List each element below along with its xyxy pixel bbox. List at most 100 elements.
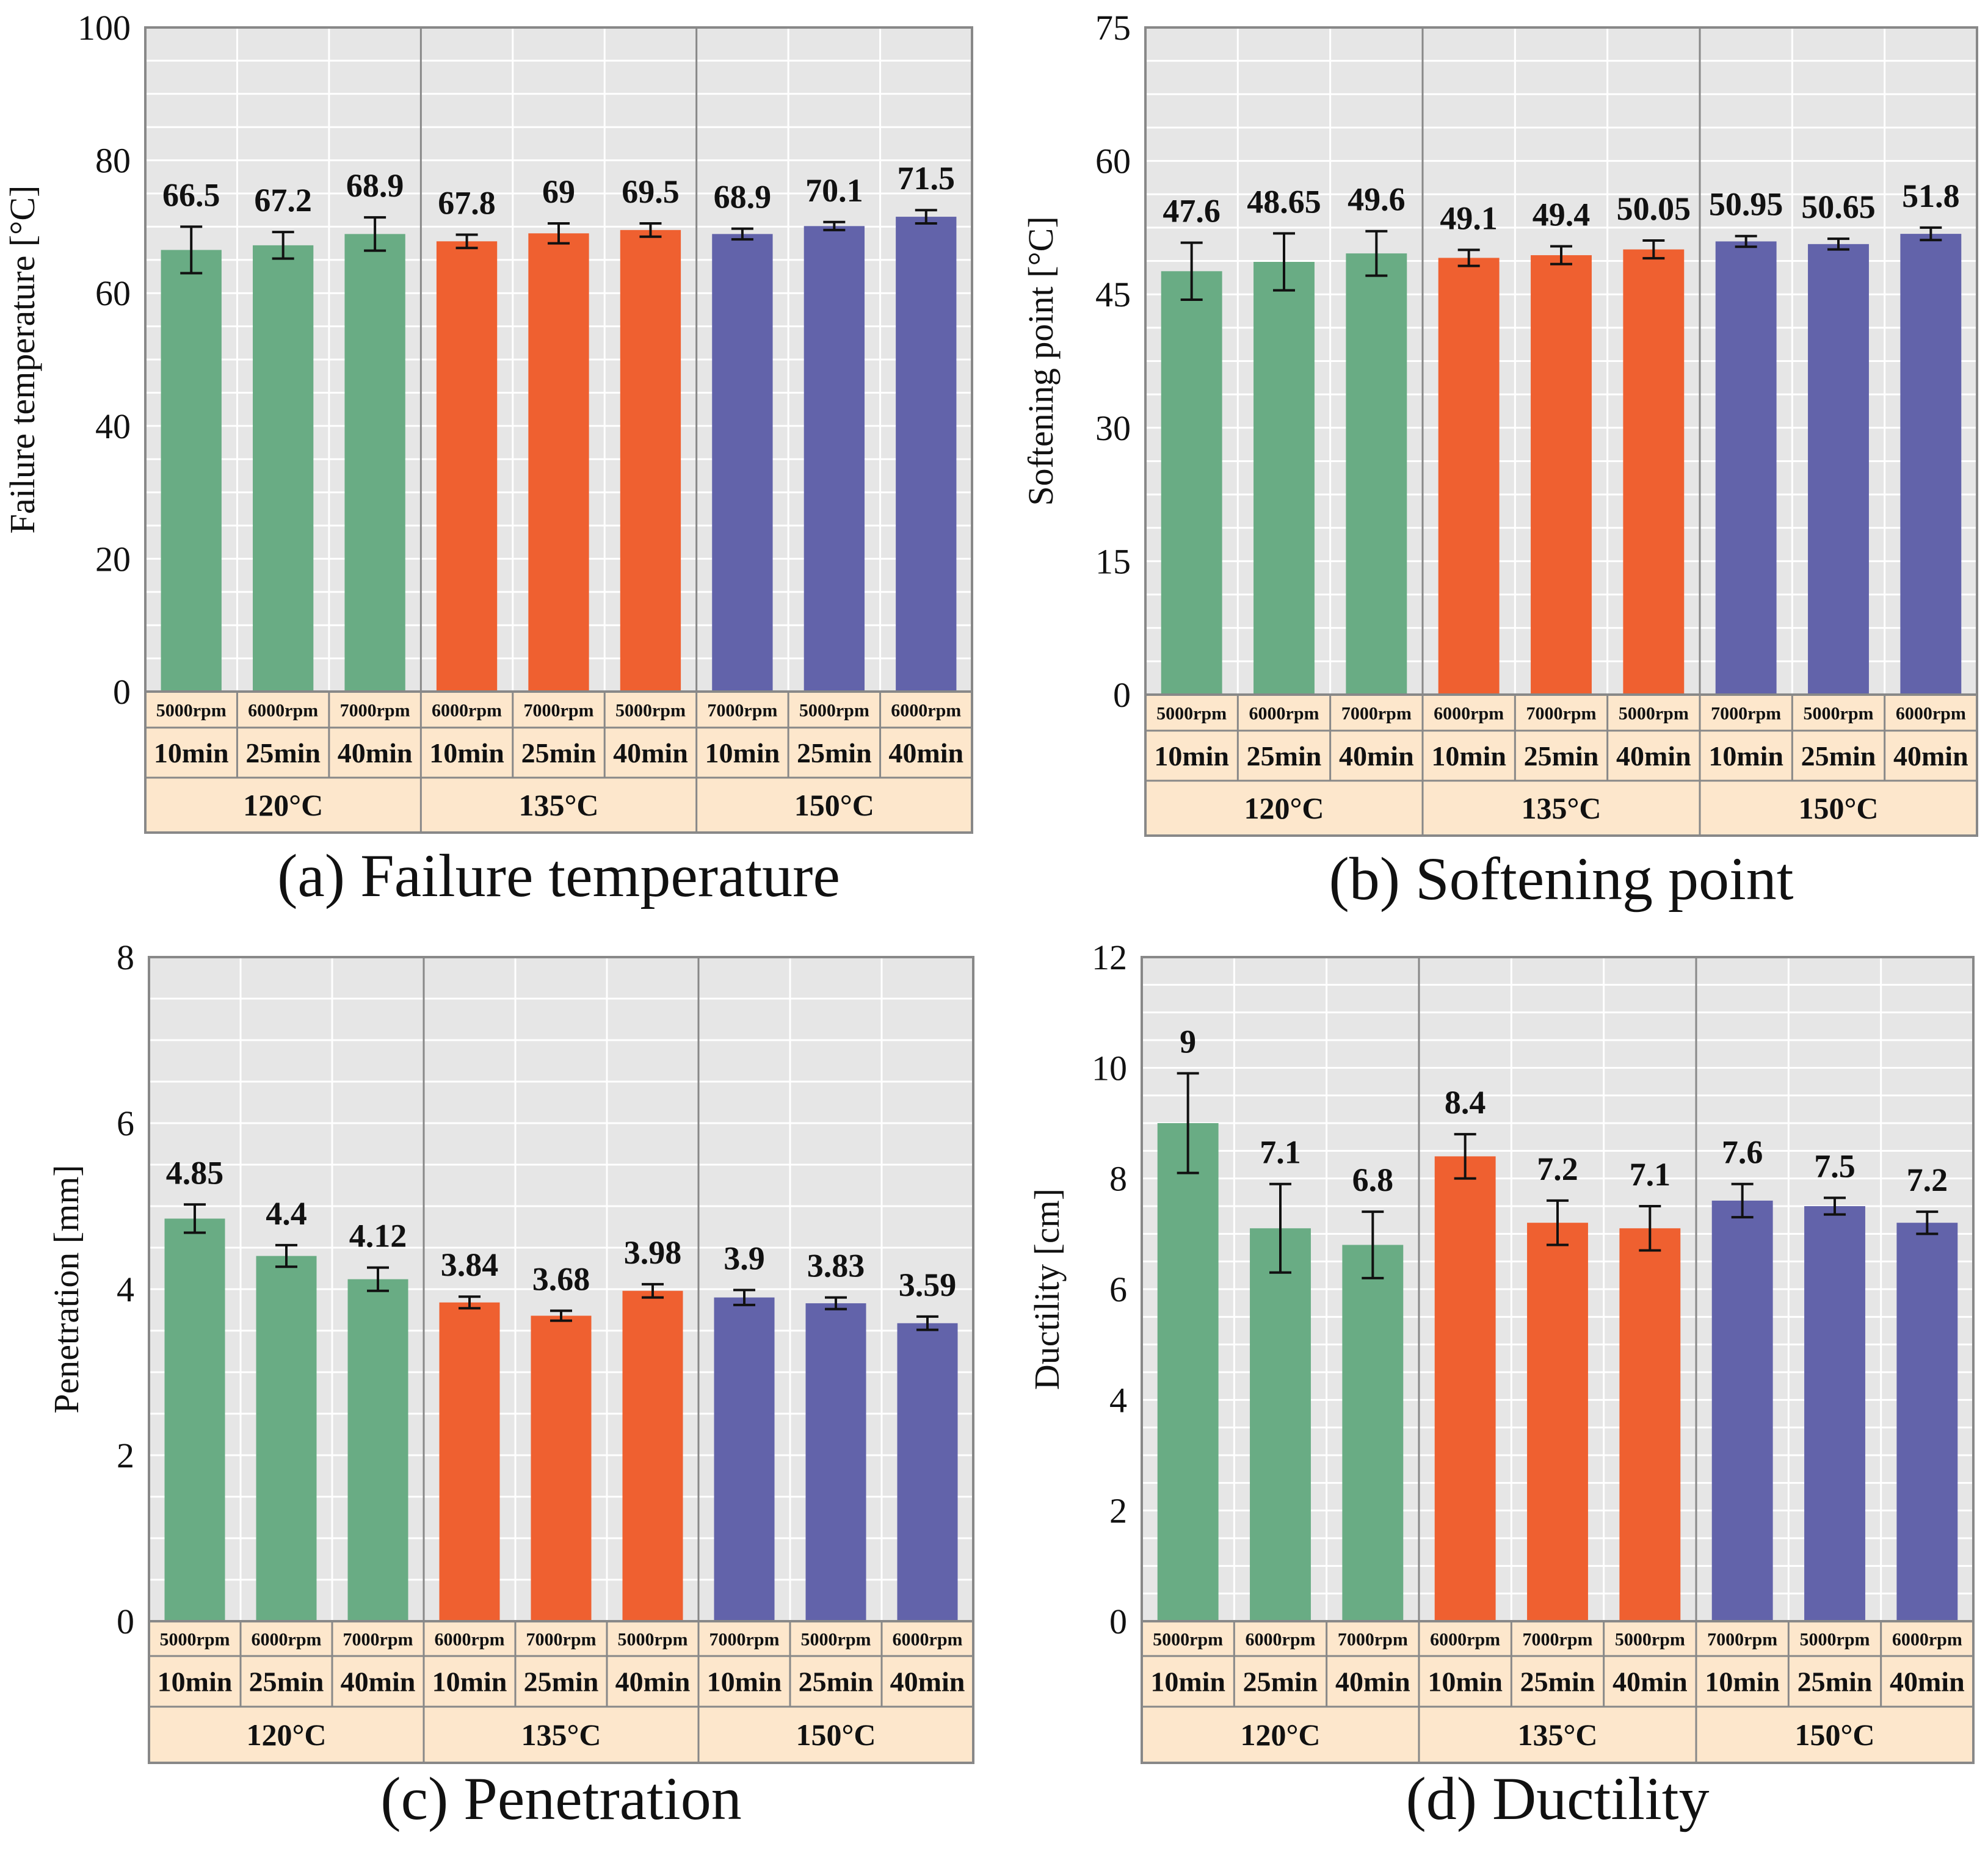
y-tick-label: 4	[117, 1270, 134, 1309]
bar	[804, 226, 865, 692]
time-label: 10min	[1431, 740, 1506, 772]
data-label: 7.1	[1630, 1156, 1671, 1193]
bar	[1527, 1223, 1588, 1621]
speed-label: 5000rpm	[615, 701, 686, 721]
data-label: 7.2	[1537, 1151, 1578, 1187]
y-axis-label: Penetration [mm]	[46, 1165, 86, 1414]
speed-label: 5000rpm	[1804, 704, 1874, 724]
bar	[256, 1256, 317, 1621]
y-tick-label: 0	[1113, 675, 1131, 715]
time-label: 10min	[1708, 740, 1783, 772]
bar	[896, 217, 957, 692]
y-tick-label: 100	[78, 8, 131, 48]
time-label: 25min	[521, 737, 597, 768]
bar	[161, 250, 222, 692]
speed-label: 7000rpm	[1341, 704, 1412, 724]
bar	[531, 1315, 592, 1621]
table-background	[1144, 693, 1978, 837]
time-label: 40min	[888, 737, 963, 768]
speed-label: 5000rpm	[1619, 704, 1689, 724]
data-label: 67.2	[254, 182, 312, 219]
y-tick-label: 60	[1095, 142, 1131, 181]
speed-label: 6000rpm	[1430, 1630, 1500, 1650]
data-label: 49.4	[1533, 197, 1591, 233]
speed-label: 7000rpm	[524, 701, 594, 721]
data-label: 71.5	[898, 160, 956, 197]
speed-label: 7000rpm	[1711, 704, 1781, 724]
speed-label: 7000rpm	[1526, 704, 1597, 724]
bar	[1531, 255, 1592, 695]
data-label: 50.05	[1617, 190, 1691, 227]
time-label: 25min	[799, 1666, 874, 1698]
time-label: 40min	[1616, 740, 1691, 772]
time-label: 40min	[1893, 740, 1968, 772]
y-axis-label: Failure temperature [°C]	[2, 186, 42, 534]
speed-label: 7000rpm	[709, 1630, 780, 1650]
y-tick-label: 4	[1109, 1380, 1127, 1420]
time-label: 40min	[613, 737, 688, 768]
y-tick-label: 60	[95, 273, 131, 313]
bar	[439, 1302, 500, 1621]
category-table: 5000rpm 6000rpm 7000rpm 6000rpm 7000rpm 5000r…	[1144, 693, 1978, 837]
bar	[1900, 234, 1962, 695]
time-label: 25min	[249, 1666, 324, 1698]
y-tick-label: 0	[1109, 1602, 1127, 1641]
category-table: 5000rpm 6000rpm 7000rpm 6000rpm 7000rpm 5000r…	[144, 690, 973, 834]
data-label: 48.65	[1247, 183, 1321, 220]
bar	[164, 1218, 225, 1621]
chart-panel-d: 0 2 4 6 8 10 12 Ductility [cm] 9 7.1 6.8 8.4 7.2 7.1 7…	[1027, 938, 1975, 1832]
y-axis-label: Ductility [cm]	[1027, 1188, 1067, 1390]
time-label: 40min	[341, 1666, 416, 1698]
temperature-group-label: 150°C	[1794, 1718, 1874, 1752]
data-label: 51.8	[1902, 178, 1960, 214]
speed-label: 5000rpm	[799, 701, 869, 721]
time-label: 25min	[1524, 740, 1599, 772]
time-label: 10min	[705, 737, 780, 768]
bar	[347, 1279, 408, 1621]
bar	[528, 233, 589, 692]
y-tick-label: 30	[1095, 408, 1131, 448]
y-tick-label: 40	[95, 407, 131, 446]
temperature-group-label: 135°C	[518, 788, 598, 822]
panel-title: (b) Softening point	[1329, 845, 1793, 913]
bar	[1342, 1245, 1404, 1621]
time-label: 40min	[1339, 740, 1414, 772]
time-label: 25min	[1798, 1666, 1873, 1698]
bar	[344, 234, 405, 692]
speed-label: 6000rpm	[891, 701, 961, 721]
data-label: 3.9	[724, 1240, 765, 1276]
time-label: 40min	[1613, 1666, 1688, 1698]
y-tick-label: 12	[1092, 938, 1127, 977]
speed-label: 6000rpm	[432, 701, 502, 721]
speed-label: 6000rpm	[1249, 704, 1319, 724]
bar	[1711, 1200, 1773, 1621]
speed-label: 5000rpm	[1800, 1630, 1870, 1650]
data-label: 7.5	[1814, 1148, 1856, 1184]
data-label: 68.9	[346, 167, 404, 204]
panel-title: (c) Penetration	[380, 1765, 741, 1832]
speed-label: 6000rpm	[1896, 704, 1966, 724]
y-tick-label: 15	[1095, 541, 1131, 581]
y-tick-label: 20	[95, 539, 131, 579]
time-label: 10min	[429, 737, 504, 768]
temperature-group-label: 120°C	[1240, 1718, 1320, 1752]
data-label: 47.6	[1163, 193, 1221, 230]
data-label: 4.85	[166, 1154, 224, 1191]
bar	[1434, 1156, 1496, 1621]
time-label: 10min	[1428, 1666, 1503, 1698]
y-tick-label: 6	[1109, 1270, 1127, 1309]
bar	[622, 1290, 683, 1621]
time-label: 10min	[1150, 1666, 1225, 1698]
speed-label: 7000rpm	[707, 701, 777, 721]
data-label: 3.83	[807, 1248, 865, 1284]
time-label: 40min	[890, 1666, 965, 1698]
table-background	[144, 690, 973, 834]
time-label: 25min	[1520, 1666, 1595, 1698]
data-label: 50.65	[1801, 189, 1876, 225]
y-tick-label: 8	[117, 938, 134, 977]
data-label: 9	[1180, 1023, 1196, 1060]
y-axis-label: Softening point [°C]	[1021, 216, 1061, 505]
data-label: 3.59	[899, 1267, 957, 1303]
data-label: 6.8	[1352, 1162, 1394, 1198]
speed-label: 5000rpm	[156, 701, 227, 721]
